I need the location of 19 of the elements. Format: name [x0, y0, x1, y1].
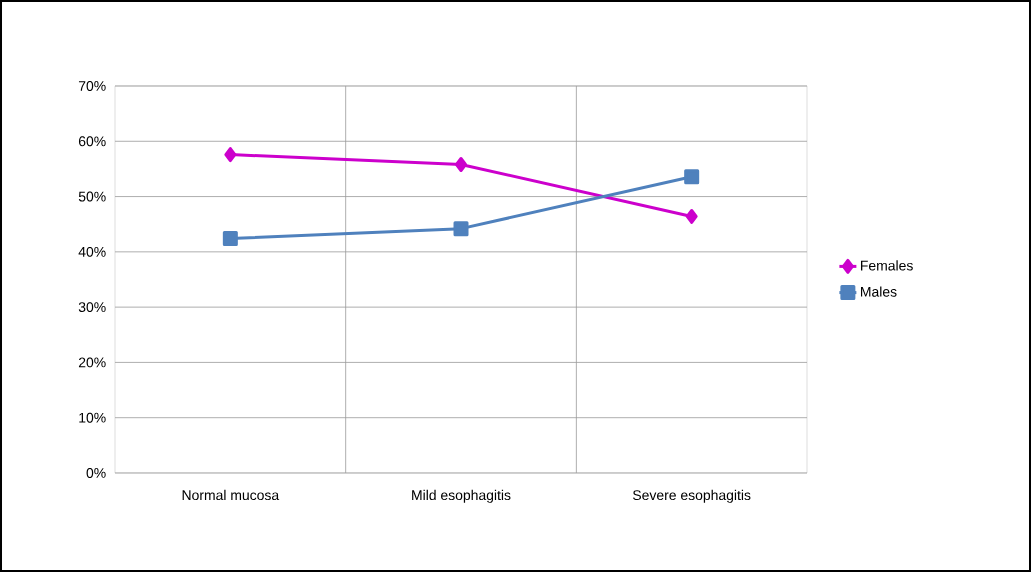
- y-tick-label: 10%: [79, 412, 106, 423]
- y-tick-label: 30%: [78, 302, 106, 313]
- y-tick-label: 60%: [78, 136, 106, 147]
- y-tick-label: 70%: [78, 81, 106, 91]
- point: [453, 221, 469, 237]
- y-tick-label: 50%: [78, 191, 106, 202]
- point: [222, 231, 238, 247]
- x-tick-label: Normal mucosa: [182, 489, 280, 501]
- legend-label: Males: [861, 286, 897, 297]
- point: [684, 169, 700, 185]
- y-tick-label: 40%: [78, 246, 106, 257]
- x-tick-label: Severe esophagitis: [633, 489, 751, 503]
- point: [455, 157, 468, 172]
- legend-label: Females: [861, 260, 913, 271]
- point: [685, 208, 698, 224]
- point: [224, 147, 237, 163]
- y-tick-label: 20%: [78, 357, 106, 368]
- y-tick-label: 0%: [86, 468, 106, 478]
- x-tick-label: Mild esophagitis: [412, 489, 511, 503]
